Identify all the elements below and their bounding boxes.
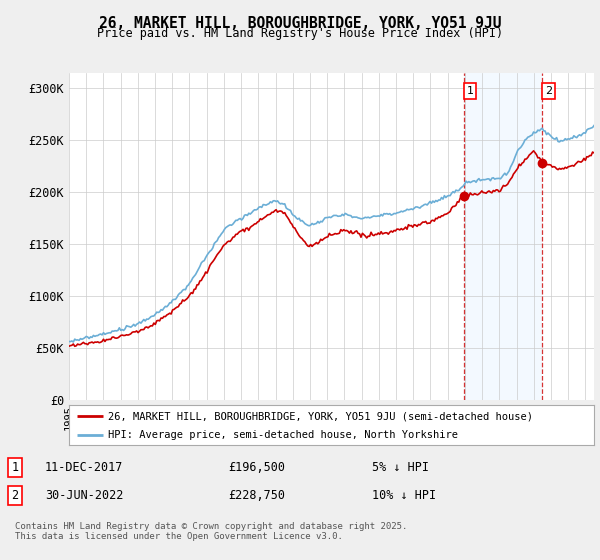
- Text: 11-DEC-2017: 11-DEC-2017: [45, 461, 124, 474]
- Bar: [464, 73, 542, 400]
- Text: HPI: Average price, semi-detached house, North Yorkshire: HPI: Average price, semi-detached house,…: [109, 430, 458, 440]
- Text: 2: 2: [11, 489, 19, 502]
- Text: £196,500: £196,500: [228, 461, 285, 474]
- Text: 26, MARKET HILL, BOROUGHBRIDGE, YORK, YO51 9JU: 26, MARKET HILL, BOROUGHBRIDGE, YORK, YO…: [99, 16, 501, 31]
- Text: Contains HM Land Registry data © Crown copyright and database right 2025.
This d: Contains HM Land Registry data © Crown c…: [15, 522, 407, 542]
- Text: 26, MARKET HILL, BOROUGHBRIDGE, YORK, YO51 9JU (semi-detached house): 26, MARKET HILL, BOROUGHBRIDGE, YORK, YO…: [109, 411, 533, 421]
- Text: 30-JUN-2022: 30-JUN-2022: [45, 489, 124, 502]
- Text: 10% ↓ HPI: 10% ↓ HPI: [372, 489, 436, 502]
- Text: £228,750: £228,750: [228, 489, 285, 502]
- Text: 1: 1: [466, 86, 473, 96]
- Text: 1: 1: [11, 461, 19, 474]
- Text: 5% ↓ HPI: 5% ↓ HPI: [372, 461, 429, 474]
- Text: 2: 2: [545, 86, 552, 96]
- Text: Price paid vs. HM Land Registry's House Price Index (HPI): Price paid vs. HM Land Registry's House …: [97, 27, 503, 40]
